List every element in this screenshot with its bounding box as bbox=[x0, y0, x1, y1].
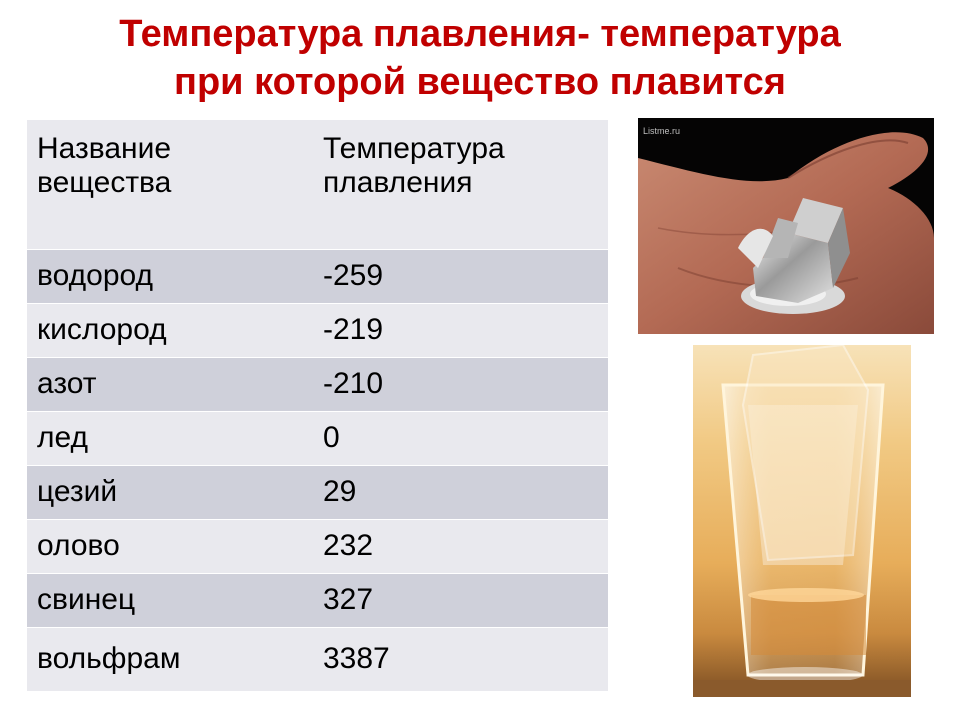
glass-illustration bbox=[693, 345, 911, 697]
slide-title-line-1: Температура плавления- температура bbox=[119, 13, 841, 55]
substance-name: олово bbox=[27, 519, 311, 574]
melting-temperature: -219 bbox=[311, 303, 608, 358]
substance-name: свинец bbox=[27, 573, 311, 628]
substance-name: азот bbox=[27, 357, 311, 412]
table-row: водород -259 bbox=[27, 249, 608, 304]
melting-temperature: -259 bbox=[311, 249, 608, 304]
melting-temperature: 0 bbox=[311, 411, 608, 466]
hand-illustration bbox=[638, 132, 934, 334]
table-row: олово 232 bbox=[27, 519, 608, 574]
melting-temperature: 3387 bbox=[311, 627, 608, 692]
image-watermark: Listme.ru bbox=[643, 126, 681, 136]
melting-temperature: -210 bbox=[311, 357, 608, 412]
table-row: вольфрам 3387 bbox=[27, 627, 608, 692]
slide-title: Температура плавления- температура при к… bbox=[0, 10, 960, 106]
photo-ice-in-glass bbox=[693, 345, 911, 697]
slide-title-line-2: при которой вещество плавится bbox=[174, 61, 786, 103]
substance-name: водород bbox=[27, 249, 311, 304]
melting-temperature: 232 bbox=[311, 519, 608, 574]
melting-point-table: Название вещества Температура плавления … bbox=[27, 120, 608, 692]
header-substance-name: Название вещества bbox=[27, 120, 311, 250]
table-header-row: Название вещества Температура плавления bbox=[27, 120, 608, 250]
table-row: азот -210 bbox=[27, 357, 608, 412]
table-row: лед 0 bbox=[27, 411, 608, 466]
substance-name: лед bbox=[27, 411, 311, 466]
photo-gallium-in-hand: Listme.ru bbox=[638, 118, 934, 334]
header-melting-temperature: Температура плавления bbox=[311, 120, 608, 250]
substance-name: кислород bbox=[27, 303, 311, 358]
substance-name: вольфрам bbox=[27, 627, 311, 692]
table-row: кислород -219 bbox=[27, 303, 608, 358]
substance-name: цезий bbox=[27, 465, 311, 520]
table-row: свинец 327 bbox=[27, 573, 608, 628]
melting-temperature: 29 bbox=[311, 465, 608, 520]
melting-temperature: 327 bbox=[311, 573, 608, 628]
table-row: цезий 29 bbox=[27, 465, 608, 520]
